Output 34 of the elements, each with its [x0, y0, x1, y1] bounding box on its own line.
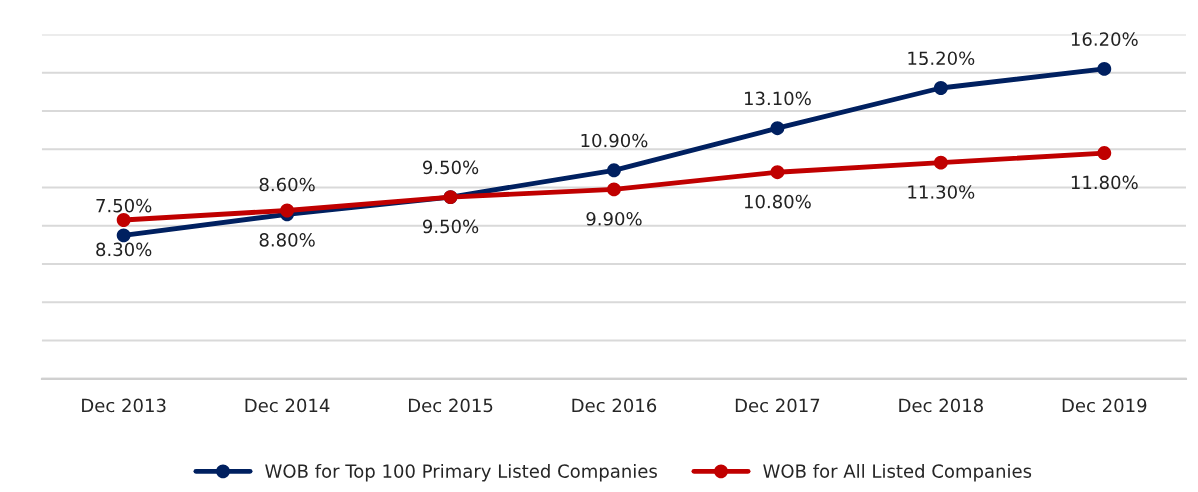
point — [280, 203, 295, 218]
x-tick-label: Dec 2016 — [572, 398, 657, 413]
x-tick-label: Dec 2014 — [245, 398, 330, 413]
point — [933, 155, 948, 170]
point — [770, 121, 785, 136]
point — [1097, 146, 1112, 161]
data-label: 11.80% — [1071, 175, 1138, 190]
data-label: 8.30% — [96, 242, 152, 257]
x-tick-label: Dec 2013 — [82, 398, 166, 413]
data-label: 13.10% — [744, 91, 811, 106]
point — [116, 228, 131, 243]
x-tick-label: Dec 2017 — [735, 398, 820, 413]
data-label: 8.80% — [259, 233, 315, 247]
x-tick-label: Dec 2018 — [899, 398, 983, 413]
data-label: 9.50% — [422, 160, 479, 175]
point — [607, 163, 621, 178]
point — [770, 165, 785, 180]
data-label: 9.90% — [586, 211, 642, 226]
legend-label: WOB for Top 100 Primary Listed Companies — [265, 463, 657, 482]
point — [933, 81, 948, 95]
data-label: 11.30% — [908, 185, 975, 199]
data-label: 7.50% — [96, 198, 152, 213]
data-label: 15.20% — [908, 51, 975, 66]
x-tick-label: Dec 2015 — [408, 398, 493, 413]
data-label: 8.60% — [259, 177, 315, 192]
data-label: 10.90% — [581, 133, 648, 148]
legend-label: WOB for All Listed Companies — [763, 463, 1032, 482]
data-label: 10.80% — [744, 194, 811, 209]
data-label: 9.50% — [422, 219, 479, 234]
x-tick-label: Dec 2019 — [1062, 398, 1147, 413]
point — [1097, 61, 1112, 76]
data-label: 16.20% — [1071, 32, 1138, 46]
point — [116, 213, 131, 227]
point — [607, 182, 621, 197]
